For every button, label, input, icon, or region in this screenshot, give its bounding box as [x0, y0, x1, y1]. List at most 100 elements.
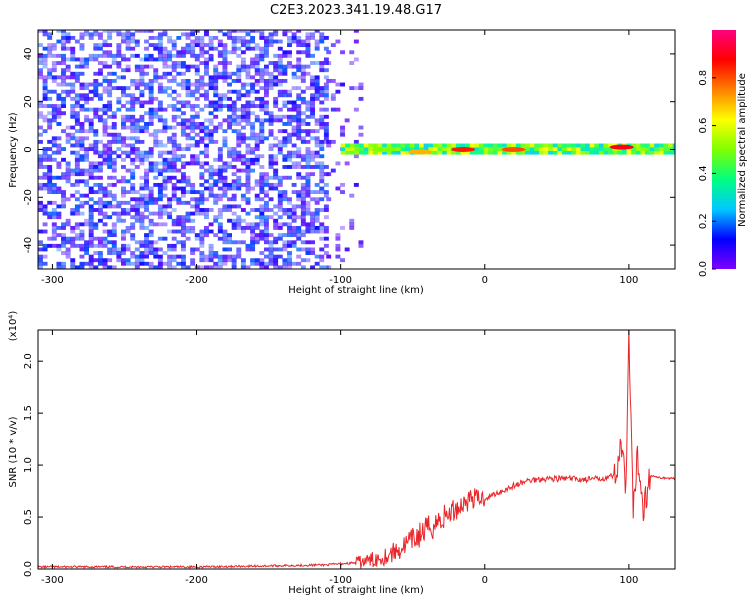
heatmap-cell [176, 197, 182, 202]
heatmap-cell [455, 150, 461, 155]
heatmap-cell [310, 100, 316, 105]
heatmap-cell [305, 147, 311, 151]
heatmap-cell [111, 30, 117, 33]
heatmap-cell [268, 71, 274, 76]
heatmap-cell [199, 46, 205, 51]
heatmap-cell [171, 254, 177, 259]
heatmap-cell [144, 254, 149, 259]
heatmap-cell [185, 265, 191, 269]
heatmap-cell [70, 111, 76, 116]
heatmap-cell [319, 165, 325, 169]
heatmap-cell [259, 32, 265, 37]
heatmap-cell [222, 233, 228, 238]
heatmap-cell [300, 39, 306, 44]
heatmap-cell [162, 168, 168, 173]
heatmap-cell [323, 229, 329, 234]
heatmap-cell [227, 236, 232, 241]
heatmap-cell [162, 157, 168, 162]
heatmap-cell [51, 143, 57, 148]
heatmap-cell [277, 61, 283, 65]
heatmap-cell [231, 186, 237, 191]
heatmap-cell [97, 93, 103, 98]
heatmap-cell [199, 75, 205, 80]
heatmap-cell [74, 93, 80, 98]
heatmap-cell [305, 193, 311, 198]
heatmap-cell [116, 43, 122, 48]
heatmap-cell [335, 161, 341, 166]
heatmap-cell [227, 258, 232, 263]
heatmap-cell [300, 204, 306, 209]
heatmap-cell [589, 150, 595, 155]
heatmap-cell [74, 172, 80, 177]
heatmap-cell [296, 193, 302, 198]
heatmap-cell [254, 225, 260, 230]
heatmap-cell [330, 43, 336, 48]
heatmap-cell [520, 143, 526, 148]
heatmap-cell [305, 39, 311, 44]
heatmap-cell [672, 150, 675, 155]
heatmap-cell [139, 82, 145, 87]
heatmap-cell [273, 30, 279, 33]
heatmap-cell [148, 53, 154, 58]
heatmap-cell [153, 143, 159, 148]
heatmap-cell [277, 208, 283, 212]
heatmap-cell [259, 50, 265, 55]
heatmap-cell [580, 143, 586, 148]
heatmap-cell [130, 233, 136, 238]
heatmap-cell [282, 64, 288, 69]
heatmap-cell [663, 143, 669, 148]
heatmap-cell [414, 143, 420, 148]
heatmap-cell [277, 71, 283, 76]
heatmap-cell [116, 96, 122, 101]
heatmap-cell [282, 114, 288, 119]
heatmap-cell [250, 61, 256, 65]
heatmap-cell [42, 30, 48, 33]
heatmap-cell [70, 240, 76, 245]
heatmap-cell [65, 46, 71, 51]
heatmap-cell [222, 118, 228, 123]
heatmap-cell [47, 75, 53, 80]
heatmap-cell [300, 71, 306, 76]
heatmap-cell [42, 157, 48, 162]
heatmap-cell [79, 96, 85, 101]
heatmap-cell [236, 218, 242, 223]
heatmap-cell [282, 208, 288, 212]
heatmap-cell [162, 32, 168, 37]
heatmap-cell [107, 50, 113, 55]
heatmap-cell [38, 43, 43, 48]
heatmap-cell [74, 179, 80, 184]
heatmap-cell [130, 222, 136, 227]
heatmap-cell [162, 186, 168, 191]
heatmap-cell [296, 197, 302, 202]
heatmap-cell [144, 200, 149, 205]
heatmap-cell [185, 182, 191, 187]
heatmap-cell [603, 150, 609, 155]
heatmap-cell [268, 114, 274, 119]
heatmap-cell [319, 100, 325, 105]
heatmap-cell [268, 132, 274, 137]
heatmap-cell [139, 125, 145, 130]
heatmap-cell [162, 30, 168, 33]
heatmap-cell [259, 100, 265, 105]
heatmap-cell [111, 86, 117, 91]
heatmap-cell [47, 157, 53, 162]
heatmap-cell [208, 118, 214, 123]
heatmap-cell [102, 193, 108, 198]
heatmap-cell [245, 182, 251, 187]
heatmap-cell [93, 32, 99, 37]
heatmap-cell [231, 218, 237, 223]
heatmap-cell [199, 243, 205, 248]
heatmap-cell [213, 265, 219, 269]
heatmap-cell [552, 150, 558, 155]
heatmap-cell [56, 233, 62, 238]
heatmap-cell [65, 161, 71, 166]
heatmap-cell [153, 247, 159, 252]
heatmap-cell [323, 165, 329, 169]
heatmap-cell [70, 96, 76, 101]
heatmap-cell [148, 111, 154, 116]
heatmap-cell [474, 147, 480, 151]
heatmap-cell [291, 143, 297, 148]
heatmap-cell [245, 46, 251, 51]
heatmap-cell [227, 165, 232, 169]
heatmap-cell [162, 61, 168, 65]
